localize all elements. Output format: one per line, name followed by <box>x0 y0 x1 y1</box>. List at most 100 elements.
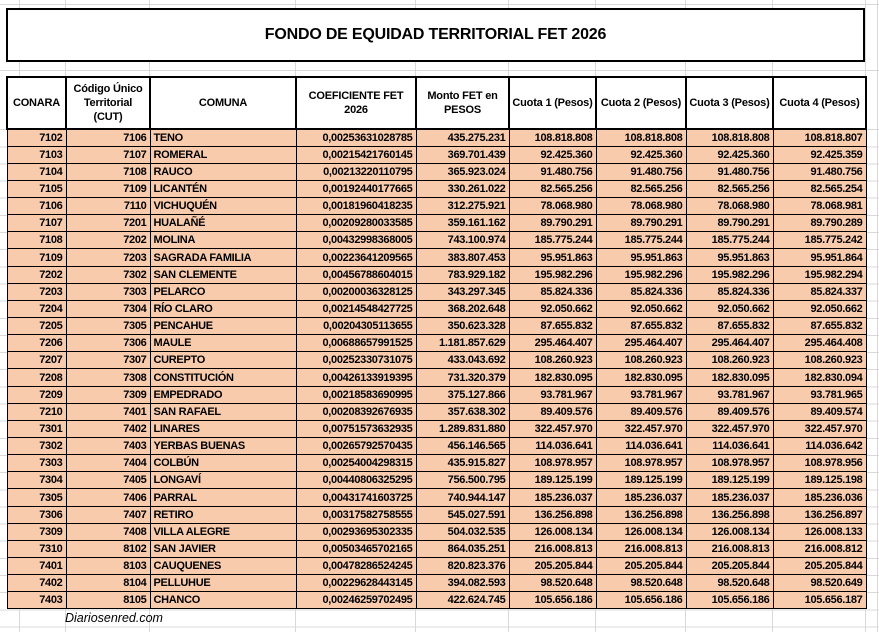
cell-cuota1: 98.520.648 <box>508 574 597 593</box>
table-row: 7108 7202 MOLINA 0,00432998368005 743.100.97… <box>6 231 867 250</box>
cell-cuota1: 322.457.970 <box>508 419 597 439</box>
cell-cut: 7305 <box>65 317 151 336</box>
cell-cuota1: 78.068.980 <box>508 197 597 216</box>
cell-comuna: RETIRO <box>149 505 297 524</box>
cell-cuota4: 108.818.807 <box>772 128 867 147</box>
table-row: 7209 7309 EMPEDRADO 0,00218583690995 375.127… <box>6 385 867 404</box>
table-row: 7309 7408 VILLA ALEGRE 0,00293695302335 504.… <box>6 522 867 541</box>
cell-monto: 731.320.379 <box>415 368 510 387</box>
cell-cut: 7106 <box>65 128 151 147</box>
cell-monto: 783.929.182 <box>415 265 510 284</box>
table-row: 7103 7107 ROMERAL 0,00215421760145 369.701.4… <box>6 145 867 164</box>
cell-comuna: HUALAÑÉ <box>149 214 297 233</box>
col-header-comuna: COMUNA <box>149 76 297 130</box>
cell-cuota3: 185.775.244 <box>685 231 774 250</box>
cell-cuota3: 136.256.898 <box>685 505 774 524</box>
cell-cuota4: 93.781.965 <box>772 385 867 404</box>
cell-cuota1: 92.425.360 <box>508 145 597 164</box>
cell-monto: 394.082.593 <box>415 574 510 593</box>
cell-cuota4: 185.775.242 <box>772 231 867 250</box>
cell-cuota4: 189.125.198 <box>772 471 867 490</box>
col-header-cut: Código Único Territorial (CUT) <box>65 76 151 130</box>
cell-cuota3: 114.036.641 <box>685 437 774 456</box>
table-row: 7203 7303 PELARCO 0,00200036328125 343.297.3… <box>6 282 867 301</box>
cell-conara: 7310 <box>6 539 67 559</box>
cell-cut: 8103 <box>65 557 151 576</box>
cell-conara: 7204 <box>6 299 67 319</box>
footer-credit: Diariosenred.com <box>65 611 163 625</box>
cell-cuota3: 189.125.199 <box>685 471 774 490</box>
cell-conara: 7303 <box>6 454 67 473</box>
cell-conara: 7207 <box>6 351 67 370</box>
cell-cuota3: 91.480.756 <box>685 162 774 181</box>
cell-cuota2: 114.036.641 <box>595 437 687 456</box>
table-row: 7208 7308 CONSTITUCIÓN 0,00426133919395 731.… <box>6 368 867 387</box>
cell-cut: 7306 <box>65 334 151 353</box>
cell-monto: 435.915.827 <box>415 454 510 473</box>
cell-monto: 435.275.231 <box>415 128 510 147</box>
table-row: 7310 8102 SAN JAVIER 0,00503465702165 864.03… <box>6 539 867 559</box>
cell-coeficiente: 0,00253631028785 <box>295 128 417 147</box>
cell-comuna: CUREPTO <box>149 351 297 370</box>
cell-cuota1: 205.205.844 <box>508 557 597 576</box>
cell-monto: 359.161.162 <box>415 214 510 233</box>
gridline <box>877 0 878 632</box>
cell-cut: 7307 <box>65 351 151 370</box>
cell-comuna: TENO <box>149 128 297 147</box>
cell-cuota4: 78.068.981 <box>772 197 867 216</box>
cell-coeficiente: 0,00293695302335 <box>295 522 417 541</box>
cell-monto: 375.127.866 <box>415 385 510 404</box>
cell-conara: 7205 <box>6 317 67 336</box>
cell-conara: 7107 <box>6 214 67 233</box>
cell-coeficiente: 0,00200036328125 <box>295 282 417 301</box>
cell-cuota1: 136.256.898 <box>508 505 597 524</box>
cell-cuota1: 92.050.662 <box>508 299 597 319</box>
cell-cuota1: 114.036.641 <box>508 437 597 456</box>
cell-comuna: RAUCO <box>149 162 297 181</box>
cell-monto: 545.027.591 <box>415 505 510 524</box>
cell-monto: 864.035.251 <box>415 539 510 559</box>
cell-coeficiente: 0,00209280033585 <box>295 214 417 233</box>
cell-cut: 7402 <box>65 419 151 439</box>
table-row: 7304 7405 LONGAVÍ 0,00440806325295 756.500.7… <box>6 471 867 490</box>
fet-table: CONARA Código Único Territorial (CUT) CO… <box>6 76 867 610</box>
cell-coeficiente: 0,00688657991525 <box>295 334 417 353</box>
cell-conara: 7206 <box>6 334 67 353</box>
cell-cuota4: 126.008.133 <box>772 522 867 541</box>
cell-cut: 7408 <box>65 522 151 541</box>
cell-cuota1: 105.656.186 <box>508 591 597 610</box>
cell-cuota3: 295.464.407 <box>685 334 774 353</box>
cell-cuota3: 89.790.291 <box>685 214 774 233</box>
cell-conara: 7302 <box>6 437 67 456</box>
cell-cuota2: 108.260.923 <box>595 351 687 370</box>
cell-cut: 7401 <box>65 402 151 421</box>
cell-cuota2: 92.050.662 <box>595 299 687 319</box>
cell-conara: 7106 <box>6 197 67 216</box>
cell-cuota1: 89.409.576 <box>508 402 597 421</box>
cell-cuota2: 295.464.407 <box>595 334 687 353</box>
cell-coeficiente: 0,00317582758555 <box>295 505 417 524</box>
cell-coeficiente: 0,00265792570435 <box>295 437 417 456</box>
cell-cuota4: 136.256.897 <box>772 505 867 524</box>
cell-cuota2: 93.781.967 <box>595 385 687 404</box>
cell-cuota1: 126.008.134 <box>508 522 597 541</box>
cell-cuota2: 205.205.844 <box>595 557 687 576</box>
cell-coeficiente: 0,00751573632935 <box>295 419 417 439</box>
cell-cuota1: 295.464.407 <box>508 334 597 353</box>
cell-cuota4: 89.409.574 <box>772 402 867 421</box>
cell-monto: 1.289.831.880 <box>415 419 510 439</box>
cell-cuota4: 92.050.662 <box>772 299 867 319</box>
title-box: FONDO DE EQUIDAD TERRITORIAL FET 2026 <box>6 8 865 62</box>
page-title: FONDO DE EQUIDAD TERRITORIAL FET 2026 <box>264 26 607 43</box>
table-row: 7105 7109 LICANTÉN 0,00192440177665 330.261.… <box>6 179 867 199</box>
cell-cuota3: 105.656.186 <box>685 591 774 610</box>
cell-monto: 740.944.147 <box>415 488 510 507</box>
cell-cuota2: 92.425.360 <box>595 145 687 164</box>
cell-conara: 7108 <box>6 231 67 250</box>
cell-cuota4: 216.008.812 <box>772 539 867 559</box>
cell-conara: 7306 <box>6 505 67 524</box>
cell-coeficiente: 0,00478286524245 <box>295 557 417 576</box>
cell-comuna: CHANCO <box>149 591 297 610</box>
cell-cuota3: 195.982.296 <box>685 265 774 284</box>
cell-cuota4: 105.656.187 <box>772 591 867 610</box>
